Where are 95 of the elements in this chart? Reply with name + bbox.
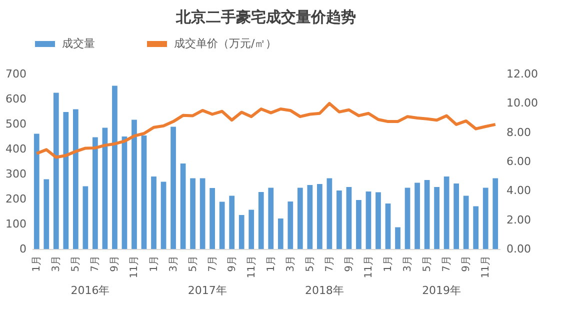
bar xyxy=(248,210,254,249)
x-tick-label: 11月 xyxy=(480,256,492,278)
y-tick-label: 700 xyxy=(6,68,26,80)
bar xyxy=(366,192,372,249)
y-tick-label: 400 xyxy=(6,142,26,156)
bar xyxy=(180,164,186,249)
bar xyxy=(102,128,108,249)
x-tick-label: 5月 xyxy=(188,256,199,272)
bar xyxy=(53,92,59,249)
x-tick-label: 9月 xyxy=(461,256,472,272)
bar xyxy=(492,178,498,249)
bar xyxy=(44,179,50,249)
bar xyxy=(454,184,460,249)
bar xyxy=(385,204,391,249)
bar xyxy=(200,178,206,249)
bar xyxy=(336,190,342,249)
x-tick-label: 5月 xyxy=(304,256,316,272)
x-tick-label: 5月 xyxy=(70,256,82,272)
y-tick-label: 500 xyxy=(6,118,26,130)
bar xyxy=(268,188,274,249)
x-tick-label: 7月 xyxy=(442,256,453,272)
x-tick-label: 3月 xyxy=(402,256,414,272)
y2-tick-label: 12.00 xyxy=(506,68,538,80)
bar xyxy=(82,186,88,249)
bar xyxy=(434,187,440,249)
x-tick-label: 1月 xyxy=(383,256,394,272)
bar xyxy=(463,196,469,249)
bar xyxy=(482,188,488,249)
bar xyxy=(346,187,352,249)
legend-label: 成交量 xyxy=(62,37,95,50)
bar xyxy=(404,188,410,249)
y-tick-label: 300 xyxy=(6,168,26,180)
bar xyxy=(112,86,118,249)
y-tick-label: 100 xyxy=(6,218,26,230)
x-tick-label: 11月 xyxy=(129,256,140,278)
x-tick-label: 7月 xyxy=(324,256,336,272)
bar xyxy=(288,202,294,249)
x-tick-label: 3月 xyxy=(168,256,180,272)
bar xyxy=(141,136,147,249)
legend-label: 成交单价（万元/㎡） xyxy=(174,37,277,50)
bar xyxy=(356,200,362,249)
bar xyxy=(307,185,313,249)
bar xyxy=(72,109,78,249)
bar xyxy=(219,202,225,249)
bar xyxy=(34,134,40,249)
text: 2016年 xyxy=(70,284,110,297)
bar xyxy=(395,227,400,249)
x-tick-label: 3月 xyxy=(285,256,296,272)
bar xyxy=(210,188,216,249)
x-tick-label: 1月 xyxy=(148,256,160,272)
bar xyxy=(170,126,176,249)
bar xyxy=(258,192,264,249)
x-tick-label: 3月 xyxy=(51,256,62,272)
y-tick-label: 0 xyxy=(20,242,26,256)
bar xyxy=(63,112,69,249)
bar xyxy=(238,215,244,249)
bar xyxy=(424,180,430,249)
bar xyxy=(278,218,284,249)
bar xyxy=(229,196,235,249)
x-tick-label: 5月 xyxy=(422,256,434,272)
bar xyxy=(151,176,156,249)
y2-tick-label: 10.00 xyxy=(506,96,538,110)
y2-tick-label: 8.00 xyxy=(506,126,531,139)
x-tick-label: 7月 xyxy=(207,256,218,272)
bar xyxy=(92,137,98,249)
x-tick-label: 9月 xyxy=(110,256,121,272)
y2-tick-label: 4.00 xyxy=(506,184,531,198)
x-tick-label: 7月 xyxy=(90,256,102,272)
bar xyxy=(326,178,332,249)
text: 2018年 xyxy=(304,284,344,297)
x-tick-label: 9月 xyxy=(226,256,238,272)
bar xyxy=(316,184,322,249)
chart-title: 北京二手豪宅成交量价趋势 xyxy=(175,8,356,26)
text: 2017年 xyxy=(188,284,227,297)
bar xyxy=(297,188,303,249)
x-tick-label: 11月 xyxy=(246,256,258,278)
y-tick-label: 600 xyxy=(6,92,26,106)
bar xyxy=(160,182,166,249)
text: 2019年 xyxy=(422,284,462,297)
y-tick-label: 200 xyxy=(6,192,26,206)
x-tick-label: 11月 xyxy=(363,256,374,278)
bar xyxy=(444,176,450,249)
bar xyxy=(473,206,479,249)
y2-tick-label: 0.00 xyxy=(506,242,531,256)
line-series xyxy=(35,102,497,159)
bar xyxy=(132,120,137,249)
x-tick-label: 1月 xyxy=(266,256,277,272)
y2-tick-label: 2.00 xyxy=(506,213,531,226)
bar xyxy=(122,136,128,249)
y2-tick-label: 6.00 xyxy=(506,155,531,168)
bar xyxy=(414,182,420,249)
x-tick-label: 1月 xyxy=(32,256,43,272)
bar xyxy=(190,178,196,249)
x-tick-label: 9月 xyxy=(344,256,355,272)
bar xyxy=(376,192,381,249)
